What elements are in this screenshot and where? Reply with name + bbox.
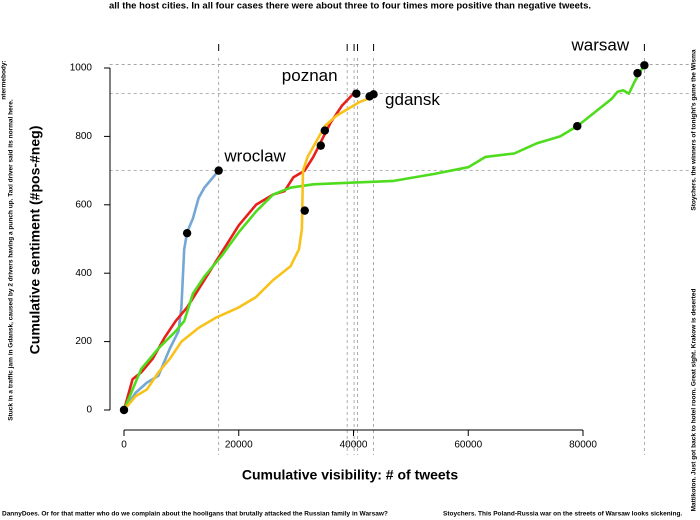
highlight-point: [640, 61, 649, 70]
x-tick-label: 80000: [569, 440, 597, 451]
highlight-point: [300, 206, 309, 215]
series-line: [122, 92, 357, 411]
y-tick-label: 0: [86, 405, 92, 416]
city-label: gdansk: [385, 90, 440, 109]
y-tick-label: 1000: [70, 63, 93, 74]
city-label: wroclaw: [223, 146, 286, 165]
y-tick-label: 200: [75, 336, 92, 347]
side-text: Stuck in a traffic jam in Gdansk, caused…: [8, 99, 15, 421]
y-tick-label: 600: [75, 199, 92, 210]
side-text: Stoychers. the winners of tonight's game…: [691, 49, 698, 211]
highlight-point: [369, 90, 378, 99]
x-tick-label: 40000: [340, 440, 368, 451]
highlight-point: [119, 405, 129, 415]
bottom-text: Stoychers. This Poland-Russia war on the…: [443, 511, 682, 518]
highlight-point: [316, 141, 325, 150]
y-tick-label: 400: [75, 268, 92, 279]
highlight-point: [633, 68, 642, 78]
city-label: poznan: [282, 66, 338, 85]
highlight-point: [573, 121, 582, 131]
series-line: [122, 63, 646, 411]
y-tick-label: 800: [75, 131, 92, 142]
city-label: warsaw: [571, 35, 630, 54]
side-text: Mattikoton. Just got back to hotel room.…: [691, 289, 698, 512]
x-axis-label: Cumulative visibility: # of tweets: [242, 467, 458, 483]
y-axis-label: Cumulative sentiment (#pos-#neg): [27, 126, 43, 355]
highlight-point: [214, 166, 223, 175]
x-tick-label: 60000: [454, 440, 482, 451]
bottom-text: DannyDoes. Or for that matter who do we …: [2, 511, 388, 518]
highlight-point: [320, 126, 330, 135]
highlight-point: [352, 89, 361, 98]
x-tick-label: 0: [121, 440, 127, 451]
caption: all the host cities. In all four cases t…: [109, 1, 591, 12]
side-text: ntermebody:: [1, 60, 8, 99]
x-tick-label: 20000: [225, 440, 253, 451]
series-line: [123, 94, 375, 411]
series-line: [122, 169, 220, 411]
highlight-point: [182, 228, 192, 238]
